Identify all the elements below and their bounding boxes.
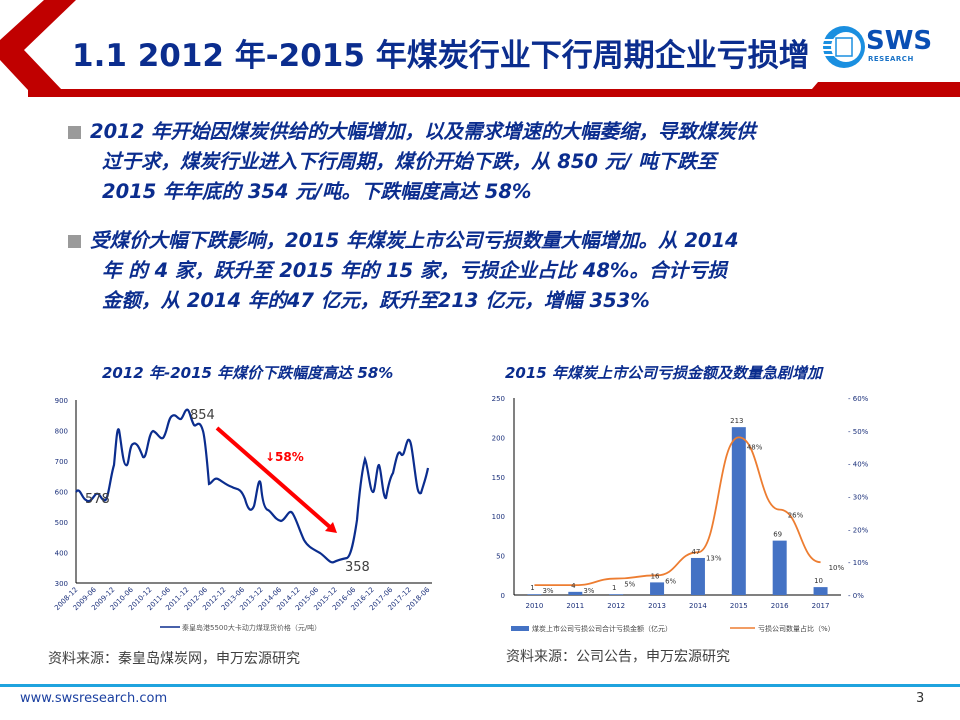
bar — [527, 594, 542, 595]
x-tick-label: 2017 — [812, 602, 830, 610]
bar-value-label: 47 — [691, 548, 700, 556]
bullet-square-icon — [68, 126, 81, 139]
percent-value-label: 6% — [665, 577, 676, 585]
bar-value-label: 10 — [814, 577, 823, 585]
y-left-tick-label: 150 — [492, 474, 505, 482]
trough-value-label: 358 — [345, 560, 370, 575]
y-right-tick-label: - 30% — [848, 494, 869, 502]
y-tick-label: 800 — [55, 428, 68, 436]
y-right-tick-label: - 10% — [848, 559, 869, 567]
start-value-label: 578 — [85, 492, 110, 507]
bar — [690, 557, 705, 595]
y-tick-label: 600 — [55, 489, 68, 497]
page-title: 1.1 2012 年-2015 年煤炭行业下行周期企业亏损增 — [72, 38, 810, 74]
x-tick-label: 2010 — [526, 602, 544, 610]
y-tick-label: 500 — [55, 519, 68, 527]
footer-divider — [0, 684, 960, 687]
y-left-tick-label: 50 — [496, 553, 505, 561]
right-chart-title: 2015 年煤炭上市公司亏损金额及数量急剧增加 — [505, 364, 822, 382]
price-series-line — [75, 408, 430, 564]
bar-value-label: 1 — [530, 584, 534, 592]
bullet-2-line-1: 受煤价大幅下跌影响，2015 年煤炭上市公司亏损数量大幅增加。从 2014 — [90, 229, 739, 252]
x-tick-label: 2011 — [566, 602, 584, 610]
bar-value-label: 1 — [612, 584, 616, 592]
decline-percent-label: ↓58% — [265, 450, 304, 464]
line-legend-label: 秦皇岛港5500大卡动力煤现货价格（元/吨） — [182, 623, 321, 632]
x-tick-label: 2012 — [607, 602, 625, 610]
y-left-tick-label: 0 — [501, 592, 505, 600]
x-tick-label: 2016 — [771, 602, 789, 610]
bar — [609, 594, 624, 595]
y-right-tick-label: - 20% — [848, 526, 869, 534]
percent-value-label: 26% — [788, 512, 804, 520]
bullet-square-icon — [68, 235, 81, 248]
bullet-1: 2012 年开始因煤炭供给的大幅增加，以及需求增速的大幅萎缩，导致煤炭供 过于求… — [68, 117, 918, 209]
y-tick-label: 700 — [55, 458, 68, 466]
right-chart-source: 资料来源：公司公告，申万宏源研究 — [506, 649, 730, 665]
y-left-tick-label: 100 — [492, 513, 505, 521]
bullet-1-line-1: 2012 年开始因煤炭供给的大幅增加，以及需求增速的大幅萎缩，导致煤炭供 — [90, 120, 756, 143]
percent-value-label: 48% — [747, 443, 763, 451]
bar — [650, 582, 665, 595]
bullet-2: 受煤价大幅下跌影响，2015 年煤炭上市公司亏损数量大幅增加。从 2014 年 … — [68, 226, 918, 318]
peak-value-label: 854 — [190, 408, 215, 423]
percent-value-label: 5% — [624, 581, 635, 589]
x-tick-label: 2013 — [648, 602, 666, 610]
y-right-tick-label: - 0% — [848, 592, 864, 600]
left-chart-title: 2012 年-2015 年煤价下跌幅度高达 58% — [102, 364, 394, 382]
percent-value-label: 10% — [829, 564, 845, 572]
sws-logo-icon — [822, 26, 865, 68]
bar-legend-label: 煤炭上市公司亏损公司合计亏损金额（亿元） — [532, 624, 672, 633]
logo-text: SWS — [866, 26, 933, 56]
bar-value-label: 69 — [773, 531, 782, 539]
x-tick-label: 2014 — [689, 602, 707, 610]
bullet-1-line-2: 过于求，煤炭行业进入下行周期，煤价开始下跌，从 850 元/ 吨下跌至 — [102, 150, 717, 173]
left-chart-source: 资料来源：秦皇岛煤炭网，申万宏源研究 — [48, 651, 300, 667]
footer-url-link[interactable]: www.swsresearch.com — [20, 691, 168, 706]
x-tick-label: 2015 — [730, 602, 748, 610]
bullet-2-line-3: 金额，从 2014 年的47 亿元，跃升至213 亿元，增幅 353% — [102, 289, 650, 312]
bar — [731, 427, 746, 595]
y-left-tick-label: 200 — [492, 434, 505, 442]
y-tick-label: 300 — [55, 580, 68, 588]
logo-subtext: RESEARCH — [868, 55, 914, 63]
y-tick-label: 900 — [55, 397, 68, 405]
bar — [568, 591, 583, 595]
bar — [813, 587, 828, 595]
bullet-2-line-2: 年 的 4 家，跃升至 2015 年的 15 家，亏损企业占比 48%。合计亏损 — [102, 259, 727, 282]
loss-bar-line-chart: 250 200 150 100 50 0 - 60% - 50% - 40% - 30% - 20… — [492, 395, 869, 633]
bar — [772, 540, 787, 595]
header-red-chevron — [0, 0, 960, 97]
y-left-tick-label: 250 — [492, 395, 505, 403]
line-legend-label: 亏损公司数量占比（%） — [758, 624, 835, 633]
percent-value-label: 13% — [706, 554, 722, 562]
bar-value-label: 4 — [571, 582, 576, 590]
y-tick-label: 400 — [55, 550, 68, 558]
y-right-tick-label: - 60% — [848, 395, 869, 403]
y-right-tick-label: - 50% — [848, 428, 869, 436]
bar-value-label: 16 — [651, 572, 660, 580]
page-number: 3 — [916, 691, 925, 706]
bar-value-label: 213 — [730, 417, 743, 425]
percent-value-label: 3% — [542, 587, 553, 595]
percent-value-label: 3% — [583, 587, 594, 595]
y-right-tick-label: - 40% — [848, 461, 869, 469]
bullet-1-line-3: 2015 年年底的 354 元/吨。下跌幅度高达 58% — [102, 180, 532, 203]
